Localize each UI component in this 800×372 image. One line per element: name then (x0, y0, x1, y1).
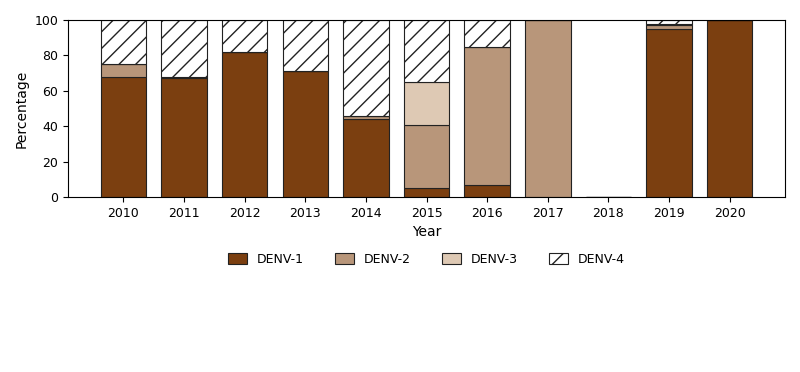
Bar (101, 77, 146, 197)
Bar (101, 64, 146, 77)
Bar (404, 125, 450, 188)
Bar (465, 20, 510, 46)
Bar (222, 20, 267, 52)
Bar (282, 20, 328, 71)
Bar (465, 46, 510, 185)
Y-axis label: Percentage: Percentage (15, 70, 29, 148)
Bar (162, 77, 207, 78)
Legend: DENV-1, DENV-2, DENV-3, DENV-4: DENV-1, DENV-2, DENV-3, DENV-4 (223, 248, 630, 270)
Bar (343, 116, 389, 119)
Bar (404, 188, 450, 197)
Bar (404, 20, 450, 82)
Bar (525, 20, 570, 197)
X-axis label: Year: Year (412, 225, 442, 240)
Bar (162, 20, 207, 77)
Bar (646, 23, 692, 25)
Bar (101, 20, 146, 64)
Bar (707, 20, 753, 197)
Bar (646, 25, 692, 29)
Bar (343, 20, 389, 116)
Bar (343, 119, 389, 197)
Bar (222, 52, 267, 197)
Bar (282, 71, 328, 197)
Bar (646, 20, 692, 23)
Bar (404, 82, 450, 125)
Bar (162, 78, 207, 197)
Bar (646, 29, 692, 197)
Bar (465, 185, 510, 197)
